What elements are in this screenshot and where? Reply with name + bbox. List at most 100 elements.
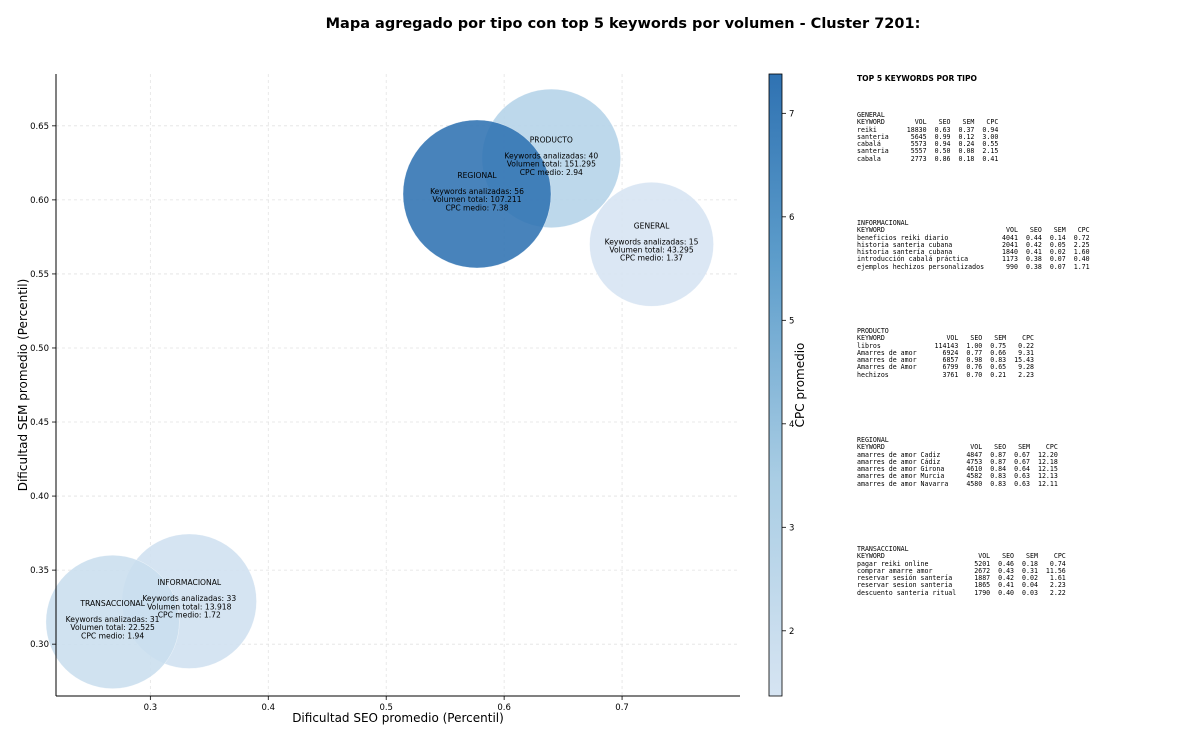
metric-cell: 0.94 <box>934 140 951 149</box>
metric-cell: 5201 <box>974 559 991 568</box>
metric-cell: 1.60 <box>1073 248 1090 257</box>
metric-cell: 0.83 <box>990 356 1007 365</box>
metric-cell: 0.04 <box>1022 581 1038 590</box>
column-header: SEM <box>994 334 1007 343</box>
column-header: SEO <box>994 443 1007 452</box>
table-row: beneficios reiki diario 4041 0.44 0.14 0.72 <box>857 233 1090 242</box>
x-tick-label: 0.5 <box>379 703 393 713</box>
y-tick-label: 0.45 <box>30 418 49 428</box>
metric-cell: 0.83 <box>990 479 1007 488</box>
section-title: TRANSACCIONAL <box>857 545 909 553</box>
metric-cell: 0.21 <box>990 370 1007 379</box>
keyword-cell: descuento santeria ritual <box>857 588 957 597</box>
table-row: historia santeria cubana 2041 0.42 0.05 2.25 <box>857 240 1090 249</box>
metric-cell: 6799 <box>942 363 959 372</box>
table-row: amarres de amor Cádiz 4753 0.87 0.67 12.18 <box>857 457 1058 466</box>
metric-cell: 6857 <box>942 356 959 365</box>
table-row: hechizos 3761 0.70 0.21 2.23 <box>857 370 1035 379</box>
metric-cell: 0.70 <box>966 370 983 379</box>
metric-cell: 0.38 <box>1025 262 1042 271</box>
metric-cell: 12.15 <box>1037 465 1058 474</box>
chart-title: Mapa agregado por tipo con top 5 keyword… <box>325 16 921 32</box>
metric-cell: 4580 <box>966 479 983 488</box>
colorbar-tick-label: 5 <box>789 316 794 326</box>
y-tick-label: 0.50 <box>30 344 49 354</box>
metric-cell: 0.99 <box>934 132 951 141</box>
metric-cell: 2773 <box>910 154 927 163</box>
column-header: CPC <box>1045 443 1058 452</box>
metric-cell: 15.43 <box>1014 356 1035 365</box>
x-axis-label: Dificultad SEO promedio (Percentil) <box>292 711 504 725</box>
metric-cell: 0.72 <box>1073 233 1090 242</box>
axes: 0.3 0.4 0.5 0.6 0.7 0.30 0.35 0.40 0.45 0.50 0.55 0… <box>16 74 740 725</box>
table-row: santeria 5557 0.50 0.08 2.15 <box>857 147 999 156</box>
metric-cell: 0.07 <box>1049 255 1066 264</box>
metric-cell: 0.63 <box>934 125 951 134</box>
metric-cell: 1.71 <box>1073 262 1090 271</box>
column-header: CPC <box>1022 334 1035 343</box>
metric-cell: 0.50 <box>934 147 951 156</box>
section-title: INFORMACIONAL <box>857 219 909 227</box>
metric-cell: 0.05 <box>1049 240 1066 249</box>
y-tick-label: 0.65 <box>30 122 49 132</box>
column-header: SEO <box>938 118 951 127</box>
bubble-stat-producto: Volumen total: 151.295 <box>507 160 596 169</box>
metric-cell: 0.42 <box>1025 240 1042 249</box>
metric-cell: 1.61 <box>1049 574 1066 583</box>
metric-cell: 0.38 <box>1025 255 1042 264</box>
metric-cell: 0.55 <box>982 140 999 149</box>
keyword-cell: libros <box>857 341 881 350</box>
table-header-row: KEYWORD VOL SEO SEM CPC <box>857 118 998 127</box>
metric-cell: 0.43 <box>998 566 1015 575</box>
table-row: amarres de amor Murcia 4582 0.83 0.63 12.13 <box>857 472 1058 481</box>
keyword-cell: comprar amarre amor <box>857 566 933 575</box>
metric-cell: 0.87 <box>990 457 1007 466</box>
column-header: KEYWORD <box>857 118 885 127</box>
metric-cell: 0.31 <box>1022 566 1038 575</box>
panel-title: TOP 5 KEYWORDS POR TIPO <box>857 74 977 83</box>
metric-cell: 6924 <box>942 348 959 357</box>
table-row: libros 114143 1.00 0.75 0.22 <box>857 341 1034 350</box>
bubble-label-general: GENERAL <box>634 221 670 230</box>
metric-cell: 0.41 <box>982 154 999 163</box>
colorbar: 2 3 4 5 6 7 CPC promedio <box>768 73 807 697</box>
metric-cell: 0.76 <box>966 363 983 372</box>
column-header: VOL <box>970 443 983 452</box>
table-row: cabalá 5573 0.94 0.24 0.55 <box>857 140 999 149</box>
table-row: amarres de amor Girona 4610 0.84 0.64 12.15 <box>857 465 1058 474</box>
table-row: amarres de amor Navarra 4580 0.83 0.63 12.11 <box>857 479 1058 488</box>
table-header-row: KEYWORD VOL SEO SEM CPC <box>857 443 1058 452</box>
bubble-stat-informacional: CPC medio: 1.72 <box>158 611 221 620</box>
table-row: ejemplos hechizos personalizados 990 0.38 0… <box>857 262 1090 271</box>
metric-cell: 1887 <box>974 574 991 583</box>
metric-cell: 0.14 <box>1049 233 1066 242</box>
keyword-table: KEYWORD VOL SEO SEM CPC reiki 18830 0.63 0.37 0.9… <box>857 118 999 163</box>
metric-cell: 0.63 <box>1014 472 1030 481</box>
x-tick-label: 0.7 <box>615 703 629 713</box>
metric-cell: 3.00 <box>982 132 999 141</box>
metric-cell: 12.13 <box>1037 472 1058 481</box>
metric-cell: 0.67 <box>1014 450 1030 459</box>
keyword-cell: santeria <box>857 147 889 156</box>
keyword-cell: beneficios reiki diario <box>857 233 949 242</box>
bubble-stat-transaccional: CPC medio: 1.94 <box>81 631 144 640</box>
metric-cell: 0.02 <box>1022 574 1038 583</box>
column-header: VOL <box>1006 226 1018 235</box>
keyword-cell: historia santería cubana <box>857 248 953 257</box>
y-tick-label: 0.60 <box>30 196 49 206</box>
metric-cell: 2.15 <box>982 147 999 156</box>
metric-cell: 4582 <box>966 472 983 481</box>
metric-cell: 2041 <box>1002 240 1018 249</box>
table-row: reservar sesión santería 1887 0.42 0.02 1.61 <box>857 574 1066 583</box>
metric-cell: 2.23 <box>1018 370 1035 379</box>
bubbles <box>45 88 714 689</box>
column-header: VOL <box>946 334 959 343</box>
metric-cell: 18830 <box>906 125 927 134</box>
bubble-label-informacional: INFORMACIONAL <box>157 578 222 587</box>
keyword-table: KEYWORD VOL SEO SEM CPC libros 114143 1.00 0.75 0… <box>857 334 1035 379</box>
metric-cell: 0.40 <box>1073 255 1090 264</box>
metric-cell: 12.11 <box>1037 479 1058 488</box>
column-header: CPC <box>1053 552 1066 561</box>
column-header: VOL <box>914 118 927 127</box>
bubble-stat-regional: Volumen total: 107.211 <box>432 195 521 204</box>
